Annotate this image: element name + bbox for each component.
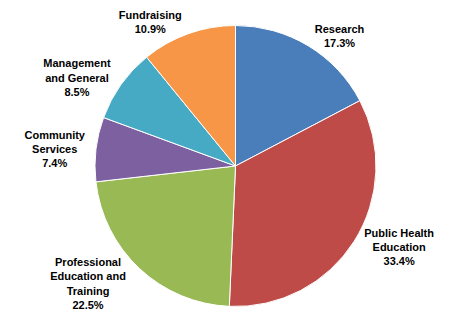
svg-text:Research17.3%: Research17.3% — [315, 23, 365, 49]
svg-text:Managementand General8.5%: Managementand General8.5% — [43, 57, 111, 98]
svg-text:CommunityServices7.4%: CommunityServices7.4% — [24, 129, 85, 170]
svg-text:Public HealthEducation33.4%: Public HealthEducation33.4% — [364, 227, 434, 268]
svg-text:ProfessionalEducation andTrain: ProfessionalEducation andTraining22.5% — [50, 256, 126, 311]
svg-text:Fundraising10.9%: Fundraising10.9% — [119, 9, 182, 35]
